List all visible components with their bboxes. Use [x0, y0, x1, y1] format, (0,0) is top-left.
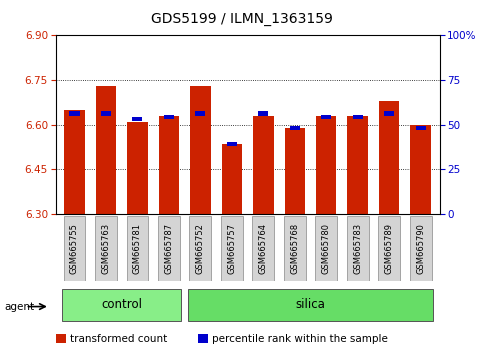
FancyBboxPatch shape [410, 216, 431, 281]
Bar [316, 116, 337, 214]
Text: control: control [101, 298, 142, 311]
Text: GSM665780: GSM665780 [322, 223, 331, 274]
Bar [101, 112, 111, 116]
Text: GSM665781: GSM665781 [133, 223, 142, 274]
FancyBboxPatch shape [347, 216, 369, 281]
FancyBboxPatch shape [221, 216, 242, 281]
FancyBboxPatch shape [378, 216, 400, 281]
Bar [290, 126, 300, 130]
Bar [379, 101, 399, 214]
Text: GSM665790: GSM665790 [416, 223, 425, 274]
Text: GSM665763: GSM665763 [101, 223, 111, 274]
Text: GSM665755: GSM665755 [70, 223, 79, 274]
Text: GDS5199 / ILMN_1363159: GDS5199 / ILMN_1363159 [151, 12, 332, 27]
Bar [347, 116, 368, 214]
Text: GSM665783: GSM665783 [353, 223, 362, 274]
Bar [258, 112, 269, 116]
Text: percentile rank within the sample: percentile rank within the sample [212, 334, 388, 344]
Bar [284, 128, 305, 214]
FancyBboxPatch shape [253, 216, 274, 281]
Text: silica: silica [296, 298, 326, 311]
FancyBboxPatch shape [284, 216, 306, 281]
Bar [415, 126, 426, 130]
FancyBboxPatch shape [95, 216, 117, 281]
Bar [253, 116, 273, 214]
Bar [56, 335, 66, 343]
FancyBboxPatch shape [127, 216, 148, 281]
Text: transformed count: transformed count [70, 334, 168, 344]
FancyBboxPatch shape [158, 216, 180, 281]
Bar [198, 335, 208, 343]
Bar [190, 86, 211, 214]
Bar [158, 116, 179, 214]
Text: GSM665764: GSM665764 [259, 223, 268, 274]
Bar [411, 125, 431, 214]
Text: GSM665768: GSM665768 [290, 223, 299, 274]
Bar [70, 112, 80, 116]
Bar [384, 112, 394, 116]
Bar [96, 86, 116, 214]
Text: agent: agent [5, 302, 35, 312]
Bar [321, 115, 331, 119]
Text: GSM665757: GSM665757 [227, 223, 236, 274]
Bar [132, 117, 142, 121]
Text: GSM665787: GSM665787 [164, 223, 173, 274]
Bar [127, 122, 148, 214]
Bar [353, 115, 363, 119]
FancyBboxPatch shape [315, 216, 337, 281]
FancyBboxPatch shape [189, 216, 211, 281]
Bar [227, 142, 237, 146]
Bar [195, 112, 205, 116]
FancyBboxPatch shape [62, 289, 182, 321]
Bar [222, 144, 242, 214]
FancyBboxPatch shape [64, 216, 85, 281]
Bar [64, 110, 85, 214]
Bar [164, 115, 174, 119]
FancyBboxPatch shape [188, 289, 433, 321]
Text: GSM665789: GSM665789 [384, 223, 394, 274]
Text: GSM665752: GSM665752 [196, 223, 205, 274]
